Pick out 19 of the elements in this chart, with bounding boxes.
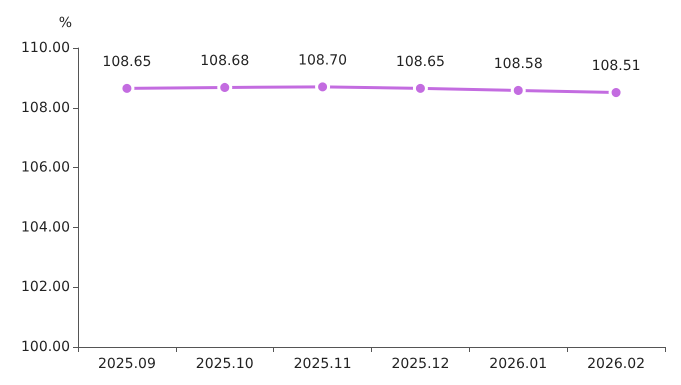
- x-tick-label: 2026.01: [489, 356, 548, 372]
- data-label: 108.65: [396, 54, 445, 70]
- y-tick-label: 102.00: [21, 279, 70, 296]
- x-tick-label: 2025.10: [196, 356, 254, 372]
- y-tick-label: 104.00: [21, 219, 70, 236]
- data-label: 108.68: [200, 52, 250, 69]
- x-tick-label: 2025.11: [294, 356, 352, 372]
- x-tick-label: 2025.09: [98, 356, 156, 372]
- data-label: 108.51: [592, 58, 641, 74]
- y-tick-label: 100.00: [21, 339, 70, 355]
- y-tick-label: 106.00: [21, 160, 70, 176]
- data-label: 108.70: [298, 52, 348, 68]
- data-label: 108.58: [494, 56, 543, 72]
- y-tick-label: 110.00: [21, 40, 70, 56]
- y-axis-title: %: [58, 15, 72, 31]
- x-tick-label: 2026.02: [587, 356, 646, 372]
- x-tick-label: 2025.12: [391, 356, 450, 372]
- data-label: 108.65: [102, 54, 152, 70]
- y-tick-label: 108.00: [21, 100, 70, 116]
